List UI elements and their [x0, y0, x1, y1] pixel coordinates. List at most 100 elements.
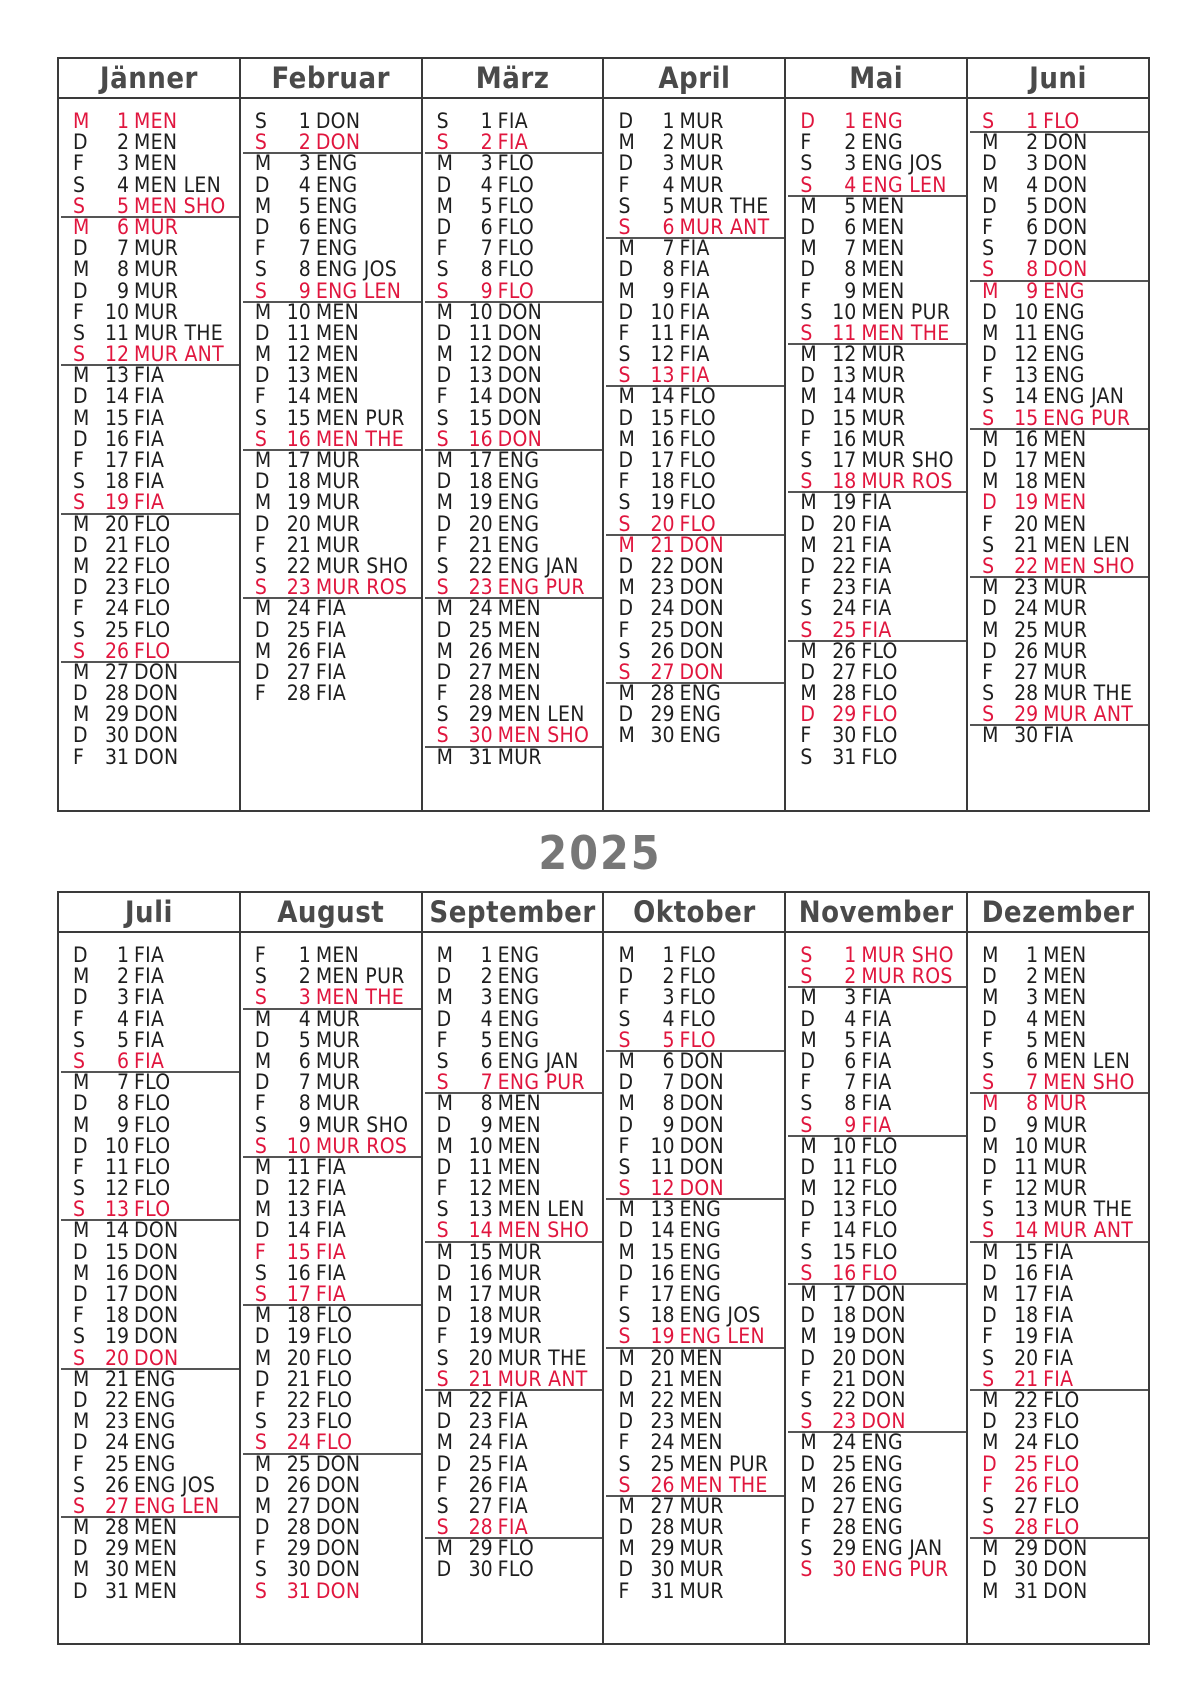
day-row: M 6 MUR [241, 1048, 421, 1073]
shift-code: MEN [497, 617, 541, 642]
day-number: 26 [650, 638, 675, 663]
month-header: Mai [786, 59, 967, 99]
day-number: 22 [286, 553, 311, 578]
shift-code: DON [1043, 236, 1088, 261]
day-number: 6 [298, 1048, 311, 1073]
day-number: 21 [468, 532, 493, 557]
day-number: 11 [1014, 1154, 1039, 1179]
shift-code: MUR [497, 1260, 542, 1285]
day-row: F 10 DON [604, 1135, 785, 1158]
day-number: 6 [480, 214, 493, 239]
weekday: M [436, 638, 453, 663]
weekday: S [800, 1239, 813, 1264]
shift-code: MEN SHO [497, 723, 590, 748]
weekday: M [982, 985, 999, 1010]
weekday: M [436, 1387, 453, 1412]
day-row: S 23 MUR ROS [241, 576, 421, 600]
month-column: März S 1 FIA S 2 FIA M 3 FLO D 4 FLO M 5 FLO D 6 FLO F 7 FLO S… [420, 59, 603, 810]
shift-code: FLO [497, 1557, 535, 1582]
shift-code: ENG [679, 723, 722, 748]
shift-code: ENG [861, 1493, 903, 1518]
day-number: 31 [286, 1578, 311, 1603]
shift-code: ENG PUR [497, 1070, 585, 1095]
weekday: M [982, 943, 999, 967]
day-row: D 30 FLO [423, 1559, 603, 1580]
day-number: 10 [104, 299, 129, 324]
weekday: M [982, 130, 999, 155]
weekday: D [618, 596, 634, 621]
day-row: D 3 FIA [59, 987, 239, 1008]
day-number: 28 [468, 1515, 493, 1540]
day-list: S 1 FLO M 2 DON D 3 DON M 4 DON D 5 DON F 6 DON S 7 DON S 8 DON… [968, 110, 1148, 747]
shift-code: MEN [497, 596, 541, 621]
day-number: 9 [1026, 1112, 1039, 1137]
day-number: 25 [286, 617, 311, 642]
shift-code: MEN [861, 236, 905, 261]
day-row: S 27 FLO [968, 1495, 1148, 1517]
month-header: September [422, 893, 603, 933]
day-row: S 14 ENG JAN [968, 386, 1148, 407]
day-number: 31 [832, 744, 857, 769]
weekday: M [982, 469, 999, 494]
day-number: 4 [662, 1006, 675, 1031]
shift-code: MUR ROS [315, 1133, 408, 1158]
day-number: 20 [1014, 511, 1039, 536]
shift-code: FIA [861, 596, 892, 621]
day-number: 14 [468, 384, 493, 409]
weekday: D [254, 1218, 270, 1243]
weekday: M [982, 1239, 999, 1264]
day-number: 25 [104, 617, 129, 642]
weekday: M [800, 384, 817, 409]
weekday: S [73, 617, 85, 642]
day-number: 5 [298, 193, 311, 218]
day-row: S 9 FIA [786, 1114, 967, 1137]
day-number: 18 [286, 1303, 311, 1328]
month-column: Dezember M 1 MEN D 2 MEN M 3 MEN D 4 MEN F 5 MEN S 6 MEN L… [966, 893, 1148, 1643]
day-number: 16 [650, 426, 675, 451]
shift-code: DON [1043, 1536, 1088, 1561]
day-row: M 17 ENG [423, 449, 603, 471]
shift-code: DON [679, 575, 724, 600]
day-number: 21 [832, 1366, 857, 1391]
shift-code: FLO [861, 1176, 898, 1201]
weekday: M [436, 193, 453, 218]
day-number: 14 [1014, 384, 1039, 409]
day-row: F 5 MEN [968, 1029, 1148, 1051]
day-row: D 9 DON [604, 1114, 785, 1136]
day-number: 23 [468, 575, 493, 600]
day-row: S 10 MUR ROS [241, 1133, 421, 1159]
day-row: S 8 ENG JOS [241, 259, 421, 280]
weekday: D [73, 1578, 88, 1603]
day-number: 18 [832, 1303, 857, 1328]
shift-code: FLO [1043, 1472, 1080, 1497]
day-row: D 24 ENG [59, 1432, 239, 1453]
day-row: D 25 FLO [968, 1453, 1148, 1475]
shift-code: FLO [861, 1133, 898, 1158]
shift-code: FLO [134, 1112, 171, 1137]
day-row: S 21 MEN LEN [968, 534, 1148, 556]
shift-code: DON [679, 532, 724, 557]
day-number: 16 [104, 1260, 129, 1285]
weekday: M [618, 1536, 635, 1561]
day-number: 4 [662, 172, 675, 197]
day-row: F 28 ENG [786, 1516, 966, 1538]
day-number: 21 [104, 532, 129, 557]
shift-code: FLO [679, 1006, 716, 1031]
weekday: S [73, 1027, 85, 1052]
day-row: D 15 DON [59, 1241, 239, 1264]
shift-code: MUR ANT [1043, 702, 1134, 727]
day-number: 30 [468, 723, 493, 748]
shift-code: FIA [861, 1006, 892, 1031]
day-number: 27 [104, 1493, 129, 1518]
weekday: S [982, 1218, 995, 1243]
shift-code: FIA [1043, 1282, 1074, 1306]
shift-code: ENG [315, 236, 358, 261]
weekday: S [73, 1324, 85, 1349]
shift-code: FIA [497, 1409, 528, 1434]
day-number: 16 [468, 1260, 493, 1285]
day-row: D 13 MEN [241, 365, 421, 386]
day-number: 16 [104, 426, 129, 451]
shift-code: MEN [861, 278, 905, 303]
weekday: S [618, 342, 631, 367]
shift-code: ENG LEN [315, 278, 402, 303]
